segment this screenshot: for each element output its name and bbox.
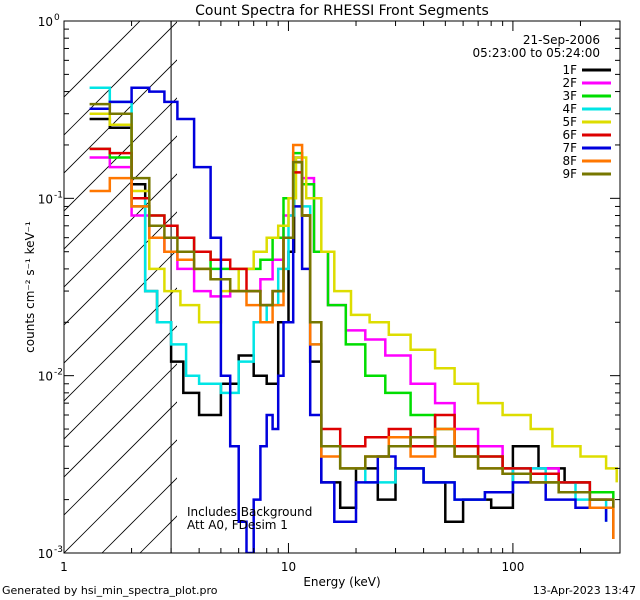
hatch-line xyxy=(64,211,177,326)
hatch-line xyxy=(64,21,141,98)
legend-label-3F: 3F xyxy=(562,89,577,103)
y-tick-exponent: -3 xyxy=(54,545,63,555)
series-9F-line xyxy=(89,102,615,508)
y-tick-label: 10 xyxy=(38,15,53,29)
legend-label-9F: 9F xyxy=(562,167,577,181)
footer-timestamp: 13-Apr-2023 13:47 xyxy=(533,584,636,597)
legend-label-2F: 2F xyxy=(562,76,577,90)
axis-ticks xyxy=(63,20,621,554)
x-edge-label: 1 xyxy=(60,560,68,574)
y-tick-label: 10 xyxy=(38,192,53,206)
series-7F-line xyxy=(89,86,608,553)
attenuator-hatch-region xyxy=(64,0,640,553)
y-tick-label: 10 xyxy=(38,370,53,384)
x-tick-label: 10 xyxy=(281,560,296,574)
x-tick-label: 100 xyxy=(501,560,524,574)
legend-label-5F: 5F xyxy=(562,115,577,129)
legend-label-8F: 8F xyxy=(562,154,577,168)
annotation-date: 21-Sep-2006 xyxy=(523,33,600,47)
x-axis-label: Energy (keV) xyxy=(303,575,380,589)
hatch-line xyxy=(64,401,177,516)
y-axis-label: counts cm⁻² s⁻¹ keV⁻¹ xyxy=(23,221,37,353)
hatch-line xyxy=(64,325,177,440)
legend-label-1F: 1F xyxy=(562,63,577,77)
y-tick-label: 10 xyxy=(38,547,53,561)
legend-label-6F: 6F xyxy=(562,128,577,142)
series-8F-line xyxy=(89,143,615,539)
series-6F-line xyxy=(89,147,615,508)
y-tick-exponent: 0 xyxy=(54,13,60,23)
hatch-line xyxy=(64,439,177,553)
series-1F-line xyxy=(89,117,615,539)
hatch-line xyxy=(64,363,177,478)
series-2F-line xyxy=(89,156,615,508)
series-4F-line xyxy=(89,86,608,522)
hatch-line xyxy=(64,21,177,136)
series-layer xyxy=(89,86,618,553)
annotation-background: Includes Background xyxy=(187,505,312,519)
plot-frame xyxy=(63,20,621,554)
hatch-line xyxy=(520,0,640,553)
x-tick-labels: 10 100 xyxy=(281,560,525,574)
annotation-time-range: 05:23:00 to 05:24:00 xyxy=(473,46,600,60)
legend-label-7F: 7F xyxy=(562,141,577,155)
series-5F-line xyxy=(89,112,618,483)
y-tick-exponent: -1 xyxy=(54,190,63,200)
legend-label-4F: 4F xyxy=(562,102,577,116)
hatch-line xyxy=(634,0,640,553)
hatch-line xyxy=(64,173,177,288)
annotation-attenuator: Att A0, FDesim 1 xyxy=(187,518,288,532)
y-tick-exponent: -2 xyxy=(54,368,63,378)
hatch-line xyxy=(64,249,177,364)
footer-generated-by: Generated by hsi_min_spectra_plot.pro xyxy=(2,584,218,597)
chart-title: Count Spectra for RHESSI Front Segments xyxy=(195,3,489,19)
hatch-line xyxy=(64,59,177,174)
